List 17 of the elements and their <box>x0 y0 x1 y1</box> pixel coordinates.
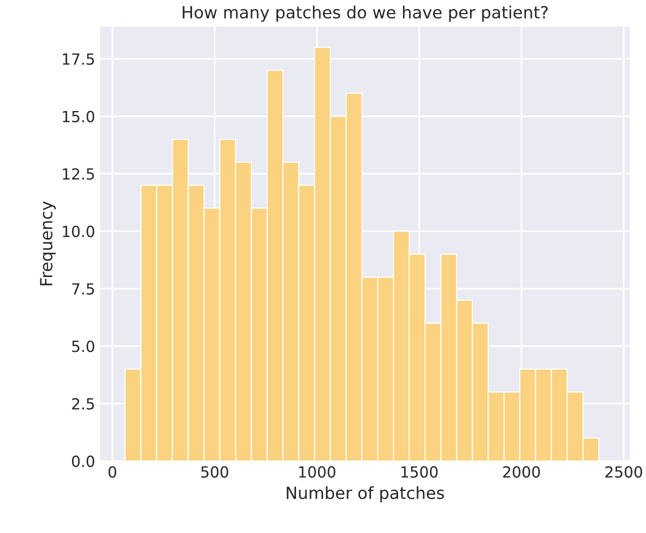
y-tick-label: 0.0 <box>72 456 94 468</box>
y-tick-label: 7.5 <box>72 283 94 295</box>
x-tick-label: 2000 <box>503 466 540 478</box>
y-tick-label: 2.5 <box>72 398 94 410</box>
chart-title: How many patches do we have per patient? <box>182 6 548 22</box>
x-tick-label: 500 <box>201 466 228 478</box>
x-axis-title: Number of patches <box>286 486 444 502</box>
x-tick-label: 1000 <box>299 466 336 478</box>
y-tick-label: 10.0 <box>62 226 94 238</box>
y-tick-label: 12.5 <box>62 168 94 180</box>
x-tick-label: 2500 <box>605 466 642 478</box>
x-tick-label: 1500 <box>401 466 438 478</box>
y-tick-label: 5.0 <box>72 340 94 352</box>
y-axis-title: Frequency <box>40 201 56 286</box>
y-tick-label: 17.5 <box>62 53 94 65</box>
x-tick-label: 0 <box>108 466 116 478</box>
y-tick-label: 15.0 <box>62 110 94 122</box>
